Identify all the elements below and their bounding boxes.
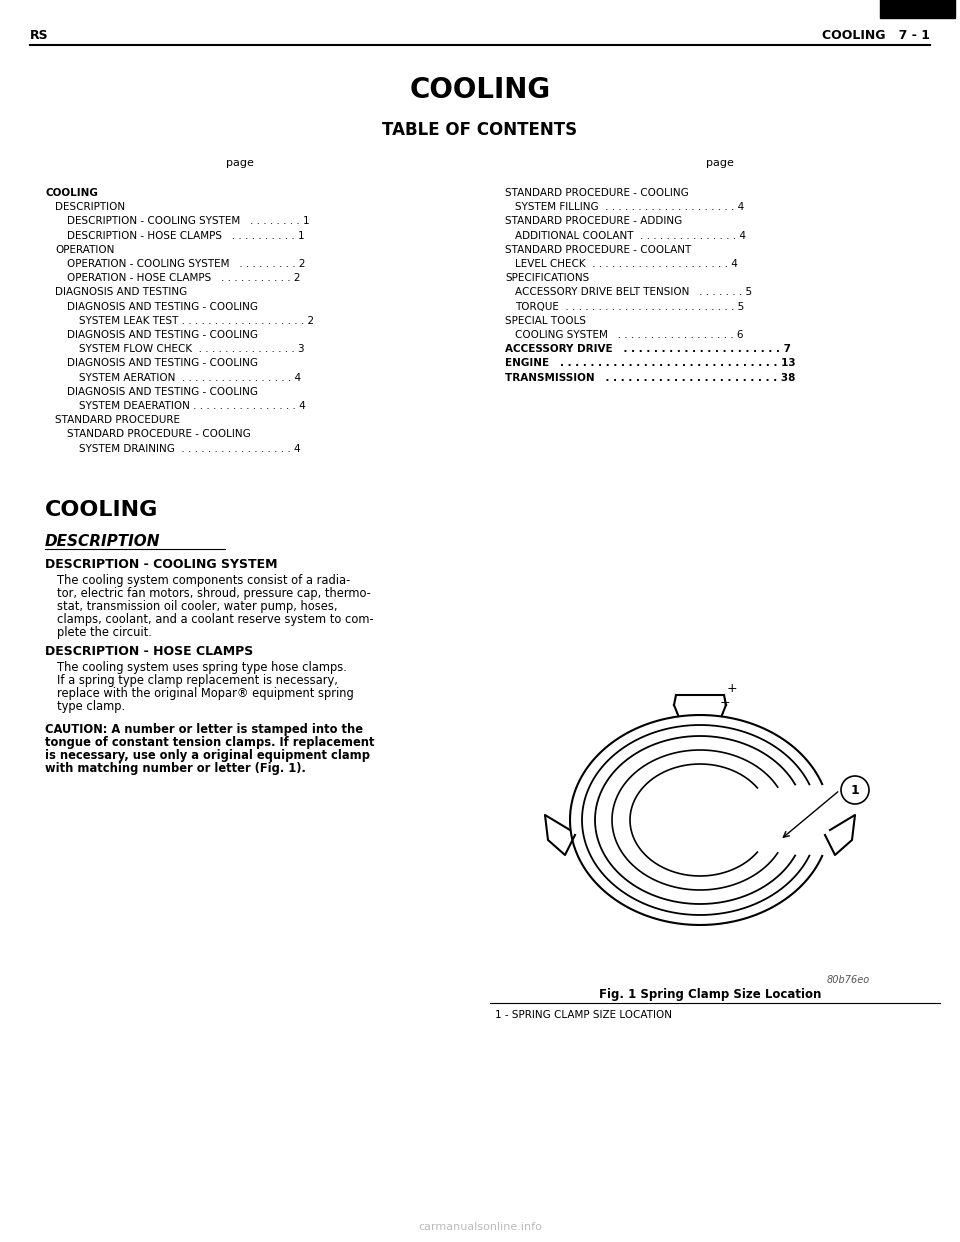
- Text: COOLING: COOLING: [409, 76, 551, 104]
- Text: is necessary, use only a original equipment clamp: is necessary, use only a original equipm…: [45, 749, 370, 763]
- Text: DIAGNOSIS AND TESTING - COOLING: DIAGNOSIS AND TESTING - COOLING: [67, 386, 258, 396]
- Text: 1 - SPRING CLAMP SIZE LOCATION: 1 - SPRING CLAMP SIZE LOCATION: [495, 1010, 672, 1020]
- Text: COOLING SYSTEM   . . . . . . . . . . . . . . . . . . 6: COOLING SYSTEM . . . . . . . . . . . . .…: [515, 330, 743, 340]
- Text: If a spring type clamp replacement is necessary,: If a spring type clamp replacement is ne…: [57, 674, 338, 687]
- Text: 80b76eo: 80b76eo: [827, 975, 870, 985]
- Text: COOLING   7 - 1: COOLING 7 - 1: [822, 29, 930, 42]
- Text: STANDARD PROCEDURE - ADDING: STANDARD PROCEDURE - ADDING: [505, 216, 683, 226]
- Text: DIAGNOSIS AND TESTING - COOLING: DIAGNOSIS AND TESTING - COOLING: [67, 302, 258, 312]
- Text: stat, transmission oil cooler, water pump, hoses,: stat, transmission oil cooler, water pum…: [57, 600, 338, 614]
- Text: STANDARD PROCEDURE - COOLING: STANDARD PROCEDURE - COOLING: [67, 430, 251, 440]
- Text: DESCRIPTION: DESCRIPTION: [55, 202, 125, 212]
- Text: DESCRIPTION: DESCRIPTION: [45, 534, 160, 549]
- Text: OPERATION - COOLING SYSTEM   . . . . . . . . . 2: OPERATION - COOLING SYSTEM . . . . . . .…: [67, 260, 305, 270]
- Text: plete the circuit.: plete the circuit.: [57, 626, 152, 638]
- Text: ENGINE   . . . . . . . . . . . . . . . . . . . . . . . . . . . . . 13: ENGINE . . . . . . . . . . . . . . . . .…: [505, 359, 796, 369]
- Text: type clamp.: type clamp.: [57, 700, 125, 713]
- Text: +: +: [720, 696, 731, 708]
- Text: OPERATION: OPERATION: [55, 245, 114, 255]
- Text: OPERATION - HOSE CLAMPS   . . . . . . . . . . . 2: OPERATION - HOSE CLAMPS . . . . . . . . …: [67, 273, 300, 283]
- Text: DESCRIPTION - HOSE CLAMPS: DESCRIPTION - HOSE CLAMPS: [45, 645, 253, 658]
- Text: DIAGNOSIS AND TESTING: DIAGNOSIS AND TESTING: [55, 287, 187, 297]
- Text: DESCRIPTION - COOLING SYSTEM: DESCRIPTION - COOLING SYSTEM: [45, 558, 277, 571]
- Text: SPECIAL TOOLS: SPECIAL TOOLS: [505, 315, 586, 325]
- Text: page: page: [706, 158, 734, 168]
- Text: LEVEL CHECK  . . . . . . . . . . . . . . . . . . . . . 4: LEVEL CHECK . . . . . . . . . . . . . . …: [515, 260, 738, 270]
- Text: TRANSMISSION   . . . . . . . . . . . . . . . . . . . . . . . 38: TRANSMISSION . . . . . . . . . . . . . .…: [505, 373, 796, 383]
- Text: COOLING: COOLING: [45, 501, 158, 520]
- Text: DESCRIPTION - HOSE CLAMPS   . . . . . . . . . . 1: DESCRIPTION - HOSE CLAMPS . . . . . . . …: [67, 231, 304, 241]
- Text: tongue of constant tension clamps. If replacement: tongue of constant tension clamps. If re…: [45, 737, 374, 749]
- Text: STANDARD PROCEDURE: STANDARD PROCEDURE: [55, 415, 180, 425]
- Text: +: +: [727, 682, 737, 694]
- Text: carmanualsonline.info: carmanualsonline.info: [418, 1222, 542, 1232]
- Text: SPECIFICATIONS: SPECIFICATIONS: [505, 273, 589, 283]
- Text: replace with the original Mopar® equipment spring: replace with the original Mopar® equipme…: [57, 687, 353, 700]
- Text: COOLING: COOLING: [45, 188, 98, 197]
- Text: SYSTEM FLOW CHECK  . . . . . . . . . . . . . . . 3: SYSTEM FLOW CHECK . . . . . . . . . . . …: [79, 344, 304, 354]
- Text: ADDITIONAL COOLANT  . . . . . . . . . . . . . . . 4: ADDITIONAL COOLANT . . . . . . . . . . .…: [515, 231, 746, 241]
- Text: DIAGNOSIS AND TESTING - COOLING: DIAGNOSIS AND TESTING - COOLING: [67, 359, 258, 369]
- Text: Fig. 1 Spring Clamp Size Location: Fig. 1 Spring Clamp Size Location: [599, 987, 821, 1001]
- Text: ACCESSORY DRIVE BELT TENSION   . . . . . . . 5: ACCESSORY DRIVE BELT TENSION . . . . . .…: [515, 287, 752, 297]
- Text: clamps, coolant, and a coolant reserve system to com-: clamps, coolant, and a coolant reserve s…: [57, 614, 373, 626]
- Bar: [880, 0, 955, 17]
- Text: DIAGNOSIS AND TESTING - COOLING: DIAGNOSIS AND TESTING - COOLING: [67, 330, 258, 340]
- Text: SYSTEM DRAINING  . . . . . . . . . . . . . . . . . 4: SYSTEM DRAINING . . . . . . . . . . . . …: [79, 443, 300, 453]
- Text: TABLE OF CONTENTS: TABLE OF CONTENTS: [382, 120, 578, 139]
- Text: ACCESSORY DRIVE   . . . . . . . . . . . . . . . . . . . . . 7: ACCESSORY DRIVE . . . . . . . . . . . . …: [505, 344, 791, 354]
- Text: page: page: [226, 158, 254, 168]
- Text: SYSTEM AERATION  . . . . . . . . . . . . . . . . . 4: SYSTEM AERATION . . . . . . . . . . . . …: [79, 373, 301, 383]
- Text: DESCRIPTION - COOLING SYSTEM   . . . . . . . . 1: DESCRIPTION - COOLING SYSTEM . . . . . .…: [67, 216, 310, 226]
- Text: STANDARD PROCEDURE - COOLANT: STANDARD PROCEDURE - COOLANT: [505, 245, 691, 255]
- Text: tor, electric fan motors, shroud, pressure cap, thermo-: tor, electric fan motors, shroud, pressu…: [57, 587, 371, 600]
- Text: CAUTION: A number or letter is stamped into the: CAUTION: A number or letter is stamped i…: [45, 723, 363, 737]
- Text: The cooling system uses spring type hose clamps.: The cooling system uses spring type hose…: [57, 661, 347, 674]
- Text: TORQUE  . . . . . . . . . . . . . . . . . . . . . . . . . . 5: TORQUE . . . . . . . . . . . . . . . . .…: [515, 302, 744, 312]
- Text: The cooling system components consist of a radia-: The cooling system components consist of…: [57, 574, 350, 587]
- Text: with matching number or letter (Fig. 1).: with matching number or letter (Fig. 1).: [45, 763, 306, 775]
- Text: SYSTEM LEAK TEST . . . . . . . . . . . . . . . . . . . 2: SYSTEM LEAK TEST . . . . . . . . . . . .…: [79, 315, 314, 325]
- Text: SYSTEM DEAERATION . . . . . . . . . . . . . . . . 4: SYSTEM DEAERATION . . . . . . . . . . . …: [79, 401, 305, 411]
- Text: 1: 1: [851, 784, 859, 796]
- Text: STANDARD PROCEDURE - COOLING: STANDARD PROCEDURE - COOLING: [505, 188, 688, 197]
- Text: RS: RS: [30, 29, 49, 42]
- Text: SYSTEM FILLING  . . . . . . . . . . . . . . . . . . . . 4: SYSTEM FILLING . . . . . . . . . . . . .…: [515, 202, 744, 212]
